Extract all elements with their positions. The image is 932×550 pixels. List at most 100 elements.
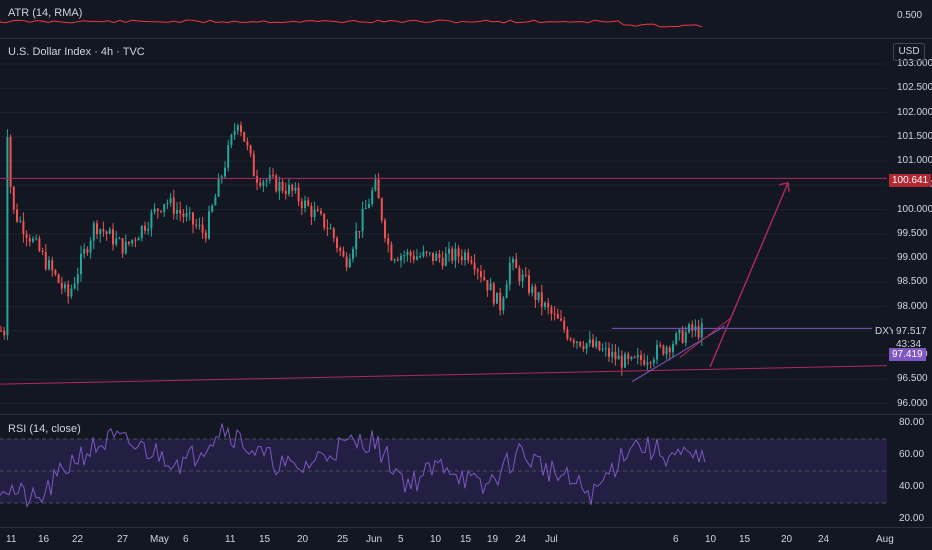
candle-body [192,212,194,225]
candle-body [92,223,95,241]
candle-body [96,223,98,235]
triangle-rising-line[interactable] [631,325,726,383]
candle-body [505,284,508,299]
candle-body [320,210,322,214]
candle-body [172,197,175,214]
rsi-tick-label: 40.00 [899,481,925,492]
candle-body [32,238,34,242]
candle-body [553,313,556,315]
atr-line [0,19,703,28]
candle-body [185,213,188,217]
time-tick-label: 10 [430,534,442,545]
candle-body [99,229,102,235]
arrow-head-icon [778,181,790,192]
candle-body [134,239,137,241]
price-tick-label: 101.500 [897,130,932,142]
candle-body [393,259,396,261]
candle-body [396,259,399,261]
candle-body [444,253,447,266]
candle-body [224,167,226,177]
rsi-tick-label: 80.00 [899,417,925,428]
candle-body [153,208,156,213]
candle-body [169,197,172,203]
candle-body [640,355,642,360]
candle-body [467,252,470,261]
time-tick-label: 11 [225,534,236,545]
candle-body [67,284,70,297]
candle-body [294,187,297,191]
time-axis-separator [0,527,932,528]
candle-body [76,274,79,284]
price-pane[interactable]: U.S. Dollar Index · 4h · TVC [0,39,887,413]
candle-body [115,238,118,245]
pane-separator[interactable] [0,414,932,415]
candle-body [480,271,482,278]
candle-body [540,292,543,307]
candle-body [41,250,44,253]
time-tick-label: Jun [366,534,383,545]
candle-body [460,256,463,261]
atr-pane[interactable]: ATR (14, RMA) [0,0,887,38]
rsi-pane[interactable]: RSI (14, close) [0,415,887,527]
candle-body [211,205,214,212]
price-tick-label: 101.000 [897,155,932,166]
candle-body [304,200,306,208]
candle-body [617,355,620,360]
candle-body [438,253,441,258]
candle-body [537,292,540,300]
support-trend-line[interactable] [0,365,887,385]
candle-body [38,238,41,251]
candle-body [262,181,265,186]
candle-body [451,248,454,261]
candle-body [246,141,249,146]
candle-body [16,209,18,222]
price-chart[interactable] [0,39,887,413]
candle-body [582,346,585,349]
candle-body [160,210,162,212]
candle-body [352,249,354,259]
candle-body [105,231,108,234]
candle-body [89,240,92,253]
projection-arrow[interactable] [709,182,789,368]
candle-body [108,229,111,234]
candle-body [627,354,630,359]
candle-body [268,175,271,181]
candle-body [489,283,492,291]
candle-body [252,153,255,177]
candle-body [697,326,700,338]
candle-body [499,292,502,311]
candle-body [563,320,566,330]
candle-body [323,213,326,228]
candle-body [579,341,582,347]
pane-separator[interactable] [0,38,932,39]
candle-body [560,318,562,321]
candle-body [256,176,258,183]
candle-body [668,347,671,353]
candle-body [524,274,527,276]
time-tick-label: 27 [117,534,129,545]
candle-body [400,255,402,261]
candle-body [131,239,134,244]
candle-body [473,262,476,270]
time-tick-label: Jul [545,534,558,545]
rsi-axis: 80.00 60.00 40.00 20.00 [887,415,932,527]
candle-body [534,286,537,300]
candle-body [368,203,370,208]
candle-body [57,274,60,283]
projection-arrow-start[interactable] [679,318,731,358]
time-tick-label: 11 [6,534,17,545]
candle-body [448,248,450,254]
candle-body [249,145,252,154]
candle-body [220,176,223,178]
candle-body [230,135,233,145]
candle-body [102,229,105,232]
candle-body [672,344,674,353]
candle-body [310,205,313,217]
time-tick-label: 15 [460,534,472,545]
time-axis[interactable]: 11 16 22 27 May 6 11 15 20 25 Jun 5 10 15 19 24 Jul 6 10 15… [0,528,894,550]
currency-button[interactable]: USD [893,43,925,61]
candle-body [566,329,569,339]
candle-body [435,253,438,261]
candle-body [25,234,28,238]
candle-body [412,255,415,260]
